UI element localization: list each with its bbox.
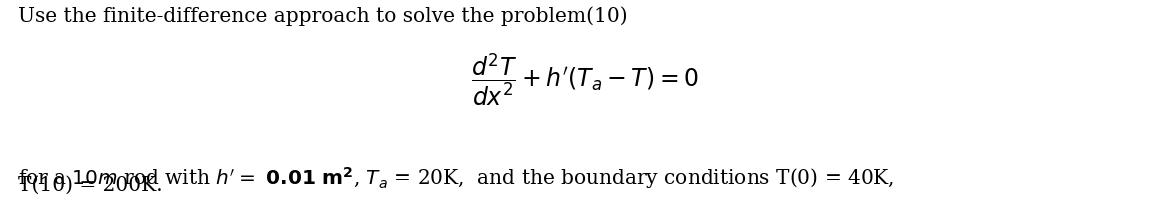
Text: $\dfrac{d^2T}{dx^2} + h'(T_a - T) = 0$: $\dfrac{d^2T}{dx^2} + h'(T_a - T) = 0$ [472,51,698,108]
Text: Use the finite-difference approach to solve the problem(10): Use the finite-difference approach to so… [18,6,627,26]
Text: T(10) = 200K.: T(10) = 200K. [18,176,163,195]
Text: for a $10m$ rod with $h' =$ $\mathbf{0.01\ m^2}$, $T_a$ = 20K,  and the boundary: for a $10m$ rod with $h' =$ $\mathbf{0.0… [18,165,894,191]
